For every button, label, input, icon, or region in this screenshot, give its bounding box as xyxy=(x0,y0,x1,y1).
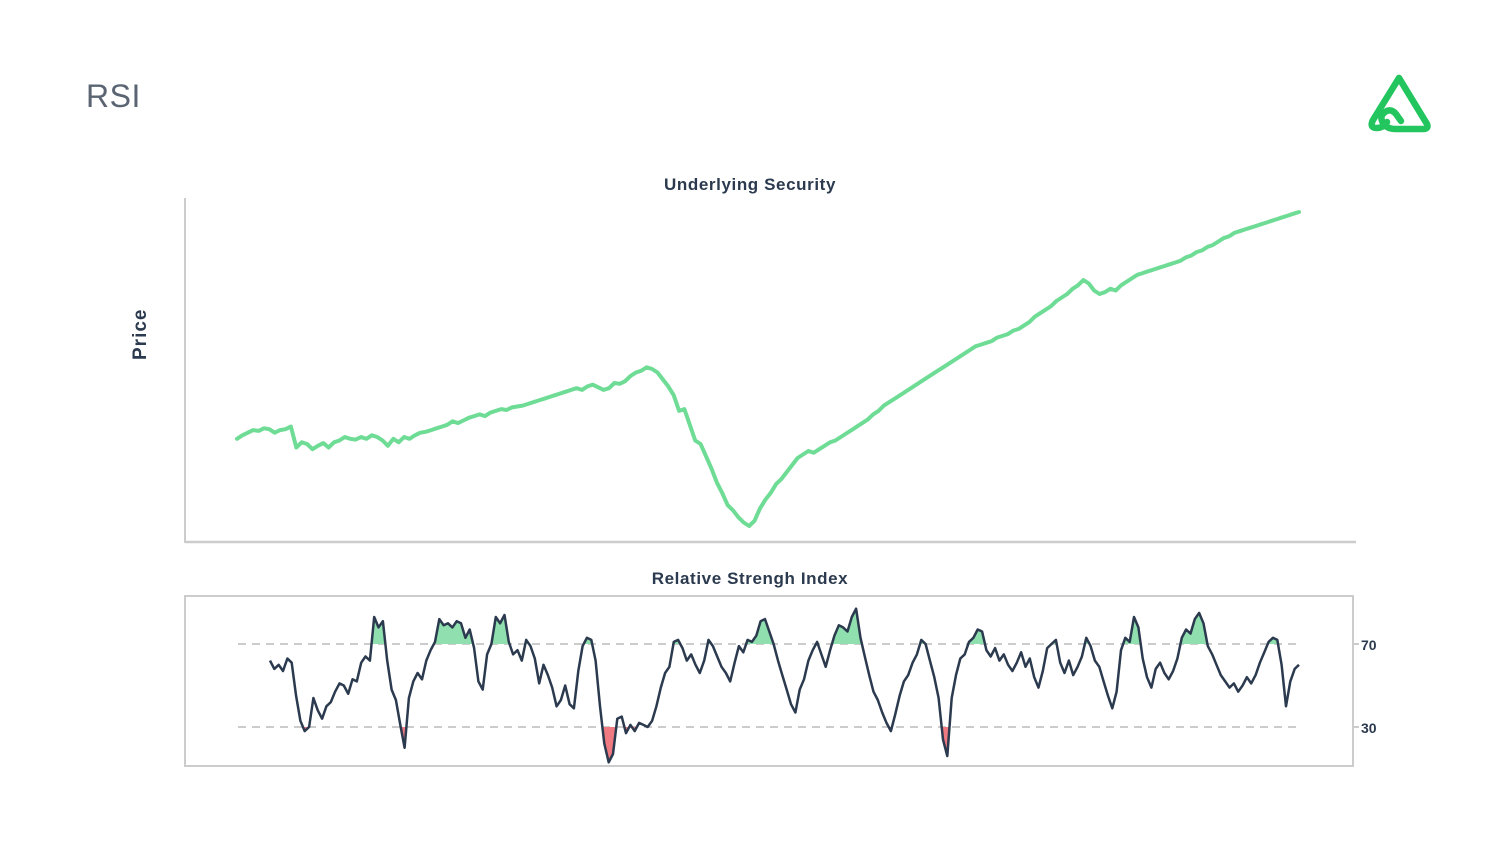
rsi-series-line xyxy=(268,607,1300,764)
price-chart-title: Underlying Security xyxy=(664,175,836,194)
rsi-chart-title: Relative Strengh Index xyxy=(651,569,849,588)
rsi-tick-label-30: 30 xyxy=(1361,720,1377,736)
rsi-frame xyxy=(184,595,1354,767)
overbought-region xyxy=(1180,612,1208,644)
page-title: RSI xyxy=(86,78,141,114)
rsi-threshold-fills xyxy=(303,608,1278,763)
overbought-region xyxy=(831,608,862,644)
rsi-tick-label-70: 70 xyxy=(1361,637,1377,653)
brand-triangle-logo-icon xyxy=(1368,74,1431,133)
price-series-line xyxy=(235,210,1301,528)
